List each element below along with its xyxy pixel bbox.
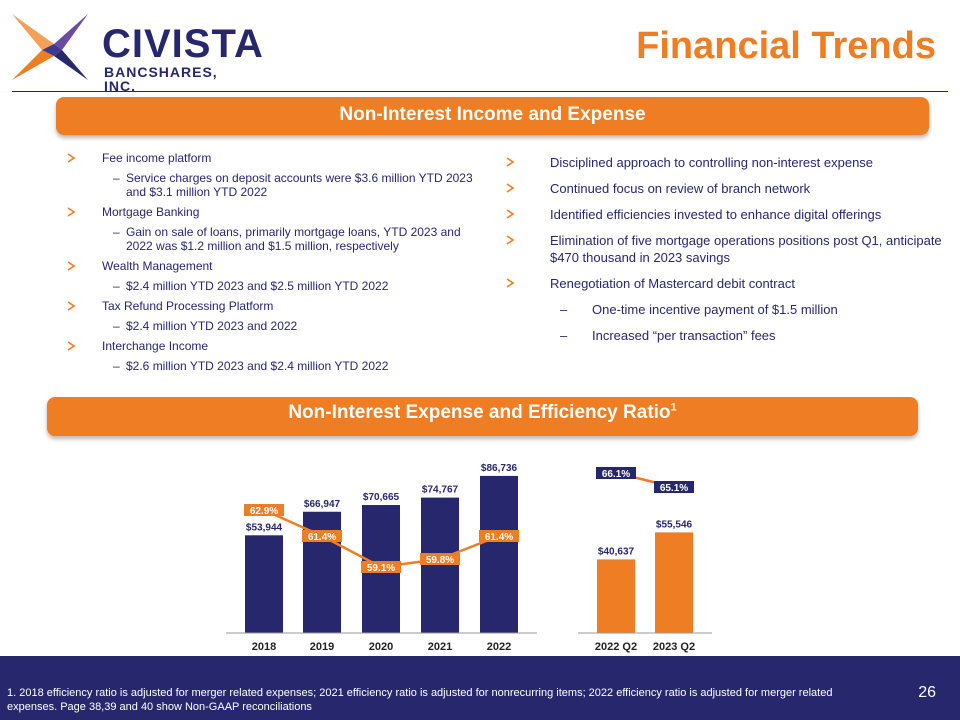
sub-bullet-item: – Gain on sale of loans, primarily mortga… <box>113 225 461 253</box>
ratio-label: 59.1% <box>367 563 395 574</box>
efficiency-chart: $53,944 $66,947 $70,665 $74,767 $86,736 2018 2… <box>226 463 712 653</box>
arrow-bullet-icon <box>506 235 515 245</box>
ratio-label: 62.9% <box>250 506 278 517</box>
expense-bullets: Disciplined approach to controlling non-… <box>503 154 953 353</box>
bullet-item: Mortgage Banking <box>0 205 500 219</box>
ratio-label: 61.4% <box>308 532 336 543</box>
bar-mark <box>597 559 635 633</box>
arrow-bullet-icon <box>67 207 76 217</box>
ratio-label: 65.1% <box>660 483 688 494</box>
section-title-income-expense: Non-Interest Income and Expense <box>56 97 929 135</box>
bullet-item: Identified efficiencies invested to enha… <box>503 206 953 223</box>
sub-bullet-item: – $2.4 million YTD 2023 and $2.5 million … <box>113 279 389 293</box>
arrow-bullet-icon <box>67 153 76 163</box>
x-tick-label: 2023 Q2 <box>653 641 695 653</box>
section-title-efficiency: Non-Interest Expense and Efficiency Rati… <box>47 397 918 436</box>
ratio-label-box <box>479 530 519 542</box>
page-number: 26 <box>918 684 936 701</box>
bullet-item: Renegotiation of Mastercard debit contra… <box>503 275 953 292</box>
bullet-item: Wealth Management <box>0 259 500 273</box>
ratio-label-box <box>596 467 636 479</box>
x-tick-label: 2022 <box>487 641 511 653</box>
logo-name: CIVISTA <box>102 22 264 66</box>
bar-value-label: $40,637 <box>598 546 635 557</box>
ratio-label-box <box>654 481 694 493</box>
bullet-item: Continued focus on review of branch netw… <box>503 180 953 197</box>
arrow-bullet-icon <box>67 301 76 311</box>
sub-bullet-item: – One-time incentive payment of $1.5 mill… <box>560 302 838 317</box>
x-tick-label: 2020 <box>369 641 393 653</box>
header-divider <box>12 91 948 92</box>
logo-subtitle: BANCSHARES, INC. <box>104 64 218 94</box>
sub-bullet-item: – $2.6 million YTD 2023 and $2.4 million … <box>113 359 389 373</box>
ratio-label: 61.4% <box>485 532 513 543</box>
bar-mark <box>245 535 283 633</box>
arrow-bullet-icon <box>506 157 515 167</box>
x-tick-label: 2019 <box>310 641 334 653</box>
ratio-label: 66.1% <box>602 469 630 480</box>
ratio-label-box <box>361 561 401 573</box>
bar-value-label: $53,944 <box>246 522 283 533</box>
ratio-label: 59.8% <box>426 555 454 566</box>
civista-logo: CIVISTA BANCSHARES, INC. <box>12 10 263 93</box>
income-bullets: Fee income platform – Service charges on … <box>0 151 500 379</box>
x-tick-label: 2022 Q2 <box>595 641 637 653</box>
arrow-bullet-icon <box>506 278 515 288</box>
arrow-bullet-icon <box>67 261 76 271</box>
arrow-bullet-icon <box>67 341 76 351</box>
sub-bullet-item: – $2.4 million YTD 2023 and 2022 <box>113 319 298 333</box>
sub-bullet-item: – Service charges on deposit accounts wer… <box>113 171 473 199</box>
bar-value-label: $74,767 <box>422 485 459 496</box>
sub-bullet-item: – Increased “per transaction” fees <box>560 328 776 343</box>
bar-mark <box>480 475 518 633</box>
x-tick-label: 2021 <box>428 641 452 653</box>
arrow-bullet-icon <box>506 209 515 219</box>
bullet-item: Disciplined approach to controlling non-… <box>503 154 953 171</box>
ratio-label-box <box>244 504 284 516</box>
ratio-label-box <box>302 530 342 542</box>
x-tick-label: 2018 <box>252 641 276 653</box>
bar-mark <box>421 497 459 633</box>
bar-value-label: $70,665 <box>363 492 400 503</box>
bar-mark <box>655 532 693 633</box>
logo-star-icon <box>12 14 88 80</box>
ratio-label-box <box>420 553 460 565</box>
bullet-item: Interchange Income <box>0 339 500 353</box>
footer-bar: 1. 2018 efficiency ratio is adjusted for… <box>0 656 960 720</box>
bullet-item: Elimination of five mortgage operations … <box>503 232 953 266</box>
bar-value-label: $55,546 <box>656 519 693 530</box>
bar-value-label: $66,947 <box>304 499 341 510</box>
bullet-item: Fee income platform <box>0 151 500 165</box>
footnote: 1. 2018 efficiency ratio is adjusted for… <box>7 687 833 713</box>
page-title: Financial Trends <box>636 25 936 67</box>
arrow-bullet-icon <box>506 183 515 193</box>
bullet-item: Tax Refund Processing Platform <box>0 299 500 313</box>
bar-value-label: $86,736 <box>481 463 518 474</box>
